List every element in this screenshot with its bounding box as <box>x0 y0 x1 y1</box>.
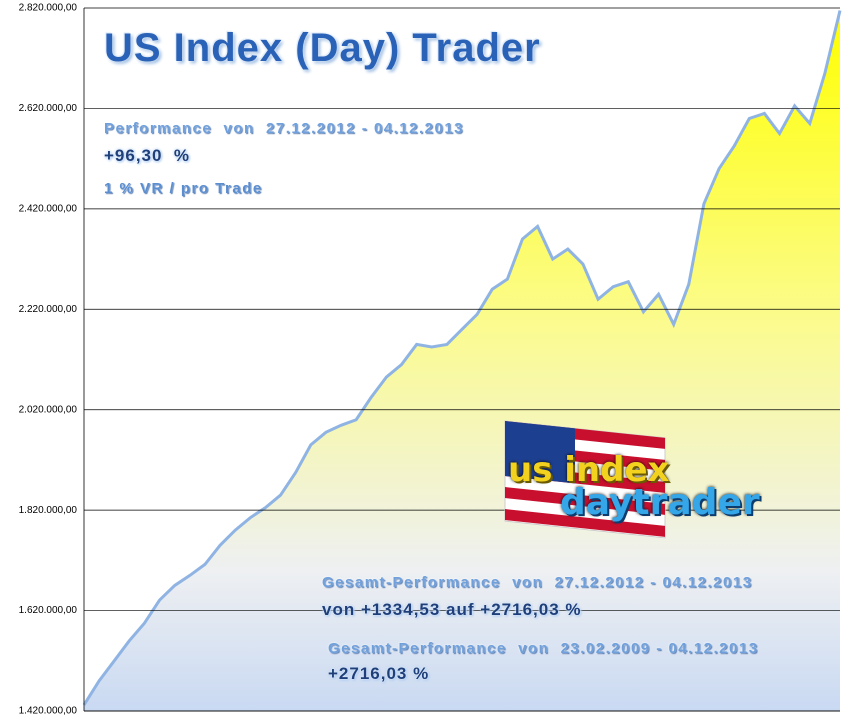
chart-title: US Index (Day) Trader <box>104 26 541 70</box>
y-tick-label: 2.420.000,00 <box>19 203 78 214</box>
annotation: +96,30 % <box>104 146 191 165</box>
y-tick-label: 1.420.000,00 <box>19 706 78 717</box>
line <box>82 10 842 706</box>
logo-text: us index <box>508 450 670 490</box>
y-tick-label: 1.820.000,00 <box>19 505 78 516</box>
logo-flag <box>504 420 666 539</box>
y-tick-label: 2.820.000,00 <box>19 3 78 14</box>
y-tick-label: 2.620.000,00 <box>19 103 78 114</box>
annotation: Gesamt-Performance von 23.02.2009 - 04.1… <box>328 640 759 657</box>
annotation: 1 % VR / pro Trade <box>104 180 263 197</box>
y-tick-label: 2.220.000,00 <box>19 304 78 315</box>
annotation: +2716,03 % <box>328 664 430 683</box>
annotation: Performance von 27.12.2012 - 04.12.2013 <box>104 120 465 137</box>
y-tick-label: 2.020.000,00 <box>19 404 78 415</box>
annotation: von +1334,53 auf +2716,03 % <box>322 600 582 619</box>
annotation: Gesamt-Performance von 27.12.2012 - 04.1… <box>322 574 753 591</box>
logo-text: daytrader <box>560 482 760 523</box>
y-tick-label: 1.620.000,00 <box>19 605 78 616</box>
